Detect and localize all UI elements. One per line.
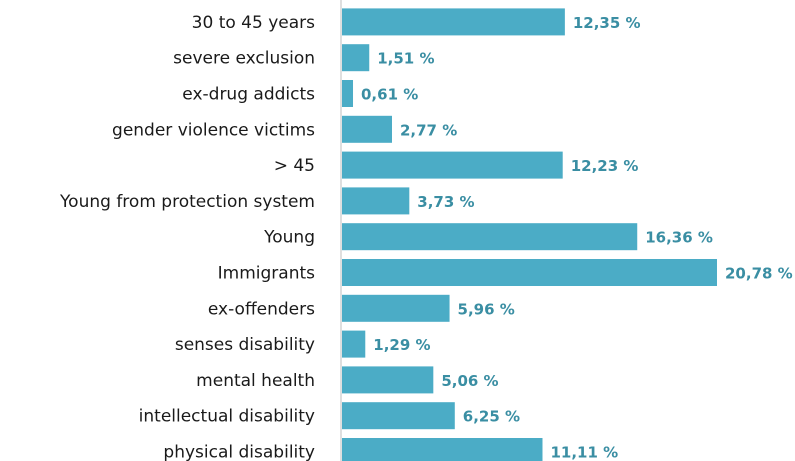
value-label: 16,36 % (645, 229, 713, 247)
category-label: ex-drug addicts (182, 85, 315, 105)
bars (342, 8, 717, 461)
bar (342, 259, 717, 286)
value-label: 1,29 % (373, 336, 430, 354)
bar (342, 402, 455, 430)
category-label: Young (263, 228, 315, 248)
value-label: 2,77 % (400, 121, 457, 139)
bar (342, 8, 565, 36)
category-labels: 30 to 45 years severe exclusion ex-drug ad… (59, 13, 315, 461)
bar (342, 330, 366, 358)
category-label: ex-offenders (208, 299, 315, 319)
bar (342, 115, 392, 143)
category-label: 30 to 45 years (192, 13, 315, 33)
category-label: severe exclusion (173, 49, 315, 69)
bar (342, 438, 543, 461)
category-label: > 45 (274, 156, 315, 176)
value-label: 20,78 % (725, 265, 793, 283)
value-label: 3,73 % (417, 193, 474, 211)
value-label: 6,25 % (463, 408, 520, 426)
bar (342, 223, 638, 251)
bar (342, 294, 450, 322)
value-label: 0,61 % (361, 86, 418, 104)
bar (342, 151, 563, 179)
category-label: gender violence victims (112, 120, 315, 140)
value-label: 5,96 % (458, 300, 515, 318)
value-label: 12,23 % (571, 157, 639, 175)
value-label: 12,35 % (573, 14, 641, 32)
category-label: Young from protection system (59, 192, 315, 212)
value-label: 1,51 % (377, 50, 434, 68)
value-labels: 12,35 % 1,51 % 0,61 % 2,77 % 12,23 % 3,73 % 16… (361, 14, 793, 461)
bar (342, 80, 354, 107)
category-label: physical disability (163, 443, 315, 461)
bar (342, 366, 434, 394)
category-label: intellectual disability (139, 407, 315, 427)
category-label: senses disability (175, 335, 315, 355)
value-label: 11,11 % (550, 444, 618, 461)
category-label: Immigrants (218, 264, 315, 284)
category-label: mental health (196, 371, 315, 391)
bar (342, 44, 370, 72)
value-label: 5,06 % (441, 372, 498, 390)
bar (342, 187, 410, 215)
